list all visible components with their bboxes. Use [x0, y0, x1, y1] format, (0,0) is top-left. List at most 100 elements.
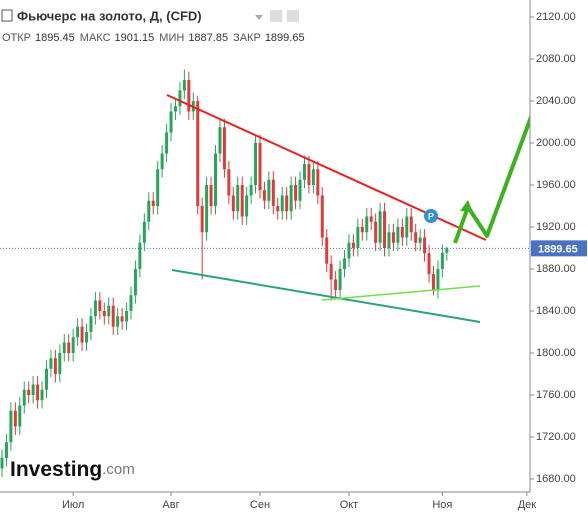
ohlc-value: 1901.15: [115, 32, 155, 44]
candle-body: [262, 190, 266, 201]
candle-body: [178, 90, 182, 107]
candle-body: [343, 258, 347, 269]
close-icon[interactable]: [287, 10, 299, 22]
x-tick-label: Окт: [340, 499, 359, 511]
event-badge-text: P: [428, 211, 434, 221]
candle-body: [311, 169, 315, 185]
candle-body: [307, 163, 311, 185]
candle-body: [44, 368, 48, 390]
candle-body: [405, 216, 409, 238]
candle-body: [4, 442, 8, 458]
candle-body: [231, 195, 235, 212]
candle-body: [267, 179, 271, 201]
candle-body: [205, 184, 209, 233]
candle-body: [227, 169, 231, 196]
candle-body: [13, 410, 17, 427]
support-line: [171, 269, 481, 323]
candle-body: [409, 216, 413, 233]
candle-body: [173, 106, 177, 112]
settings-icon[interactable]: [270, 10, 282, 22]
candle-body: [245, 195, 249, 217]
candle-body: [80, 326, 84, 343]
candle-body: [85, 331, 89, 343]
y-tick-label: 2040.00: [536, 95, 576, 107]
dropdown[interactable]: [255, 15, 263, 20]
candle-body: [36, 384, 40, 401]
candle-body: [383, 211, 387, 248]
header: Фьючерс на золото, Д, (CFD) ОТКР 1895.45 М…: [1, 8, 305, 44]
candle-body: [427, 253, 431, 275]
candle-body: [378, 211, 382, 243]
candle-body: [151, 200, 155, 206]
candle-body: [76, 326, 80, 338]
candle-body: [31, 384, 35, 395]
candle-body: [142, 221, 146, 243]
candle-body: [280, 195, 284, 212]
candle-body: [165, 132, 169, 154]
candle-body: [374, 221, 378, 243]
event-badge[interactable]: [424, 209, 438, 223]
candle-body: [334, 279, 338, 290]
plot-area: [0, 69, 530, 477]
ohlc-value: 1887.85: [188, 32, 228, 44]
candle-body: [365, 216, 369, 233]
candle-body: [414, 232, 418, 243]
candle-body: [351, 242, 355, 248]
candle-body: [289, 184, 293, 212]
candle-body: [147, 200, 151, 222]
x-tick-label: Авг: [162, 499, 179, 511]
candle-body: [9, 410, 13, 443]
x-tick-label: Сен: [250, 499, 270, 511]
candle-body: [93, 300, 97, 317]
candle-body: [347, 242, 351, 259]
y-tick-label: 1720.00: [536, 431, 576, 443]
candle-body: [111, 305, 115, 327]
candle-body: [0, 457, 4, 469]
last-price-label: 1899.65: [538, 243, 578, 255]
logo-main: Investing: [10, 458, 102, 481]
watermark: Investing.com: [10, 458, 135, 481]
ohlc-label: ЗАКР: [233, 32, 261, 44]
candle-body: [356, 226, 360, 248]
candle-body: [160, 153, 164, 170]
candle-body: [316, 169, 320, 196]
candle-body: [62, 342, 66, 353]
candle-body: [440, 252, 444, 269]
candle-body: [156, 169, 160, 206]
candle-body: [187, 80, 191, 112]
candle-body: [276, 205, 280, 212]
y-tick-label: 2000.00: [536, 137, 576, 149]
candle-body: [58, 352, 62, 374]
support-line-2: [321, 285, 481, 301]
candle-body: [102, 310, 106, 317]
candle-body: [116, 316, 120, 327]
candle-body: [120, 316, 124, 322]
candle-body: [236, 184, 240, 212]
candle-body: [129, 295, 133, 311]
collapse-icon[interactable]: [1, 9, 13, 22]
drawings: P: [166, 40, 563, 323]
candle-body: [27, 389, 31, 395]
candle-body: [254, 142, 258, 185]
ohlc-line: ОТКР 1895.45 МАКС 1901.15 МИН 1887.85 ЗАКР 1899…: [2, 32, 305, 44]
candle-body: [182, 80, 186, 91]
candle-body: [298, 179, 302, 201]
y-tick-label: 1880.00: [536, 263, 576, 275]
candle-body: [387, 232, 391, 248]
y-tick-label: 1680.00: [536, 473, 576, 485]
instrument-title: Фьючерс на золото, Д, (CFD): [17, 8, 202, 23]
y-tick-label: 2080.00: [536, 53, 576, 65]
ohlc-label: МИН: [159, 32, 184, 44]
candle-body: [423, 237, 427, 254]
candle-body: [222, 127, 226, 170]
candle-body: [271, 179, 275, 206]
candle-body: [196, 101, 200, 206]
logo-suffix: .com: [102, 461, 135, 478]
candle-body: [214, 153, 218, 206]
candle-body: [138, 242, 142, 269]
axes: 1680.00 1720.00 1760.00 1800.00 1840.00 1880.…: [72, 11, 587, 496]
candle-body: [338, 268, 342, 290]
logo: Investing.com: [10, 458, 135, 481]
y-tick-label: 1840.00: [536, 305, 576, 317]
